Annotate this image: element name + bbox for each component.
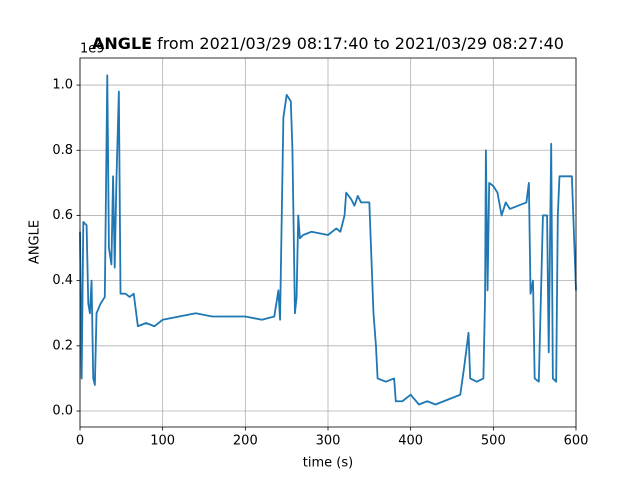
x-tick-label: 100	[150, 434, 175, 449]
y-tick-label: 0.8	[52, 143, 73, 158]
y-tick-label: 0.0	[52, 404, 73, 419]
x-tick-label: 600	[564, 434, 589, 449]
y-tick-label: 0.6	[52, 208, 73, 223]
y-tick-label: 1.0	[52, 78, 73, 93]
plot-frame	[79, 57, 577, 428]
data-line	[79, 74, 577, 406]
x-tick-label: 400	[398, 434, 423, 449]
title-rest: from 2021/03/29 08:17:40 to 2021/03/29 0…	[157, 34, 564, 53]
y-tick-label: 0.2	[52, 338, 73, 353]
x-tick-label: 300	[316, 434, 341, 449]
y-axis-label: ANGLE	[28, 220, 43, 264]
x-tick-label: 200	[233, 434, 258, 449]
title-bold: ANGLE	[92, 34, 152, 53]
offset-text: 1e9	[80, 42, 105, 57]
x-axis-label: time (s)	[303, 456, 353, 471]
x-tick-label: 500	[481, 434, 506, 449]
y-tick-label: 0.4	[52, 273, 73, 288]
x-tick-label: 0	[76, 434, 84, 449]
chart-title: ANGLE from 2021/03/29 08:17:40 to 2021/03…	[92, 34, 564, 53]
